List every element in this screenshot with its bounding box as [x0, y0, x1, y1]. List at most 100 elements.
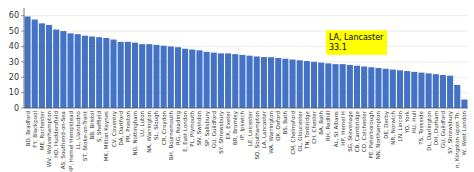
bar	[103, 38, 109, 108]
bar	[440, 75, 446, 108]
x-tick-label: BA, Bath	[318, 110, 324, 134]
x-tick-label: BB, Bristol	[89, 111, 95, 140]
bar	[153, 45, 159, 108]
x-tick-label: SY, Shrewsbury	[447, 110, 454, 153]
grid-line	[24, 108, 468, 109]
x-tick-label: AL, St Albans	[333, 111, 339, 147]
x-tick-label: LE, Leicester	[247, 110, 253, 146]
x-tick-label: RH, Redhill	[325, 111, 331, 141]
annotation-text: LA, Lancaster33.1	[329, 33, 384, 52]
y-axis: 0102030405060	[9, 11, 24, 112]
x-tick-label: HD, Huddersfield	[53, 111, 59, 158]
x-tick-label: TS, Teesside	[418, 110, 424, 145]
bar	[340, 64, 346, 108]
bar	[232, 54, 238, 108]
bar	[297, 60, 303, 108]
x-tick-label: CR, Croydon	[161, 110, 168, 145]
x-tick-label: BR, Bromley	[232, 110, 239, 145]
bar	[225, 53, 231, 108]
x-tick-label: OX, Oxford	[275, 111, 281, 141]
x-tick-label: CO, Colchester	[361, 110, 367, 152]
bar	[411, 72, 417, 108]
x-tick-label: MK, Milton Keynes	[103, 111, 110, 161]
bar	[25, 16, 31, 108]
x-tick-label: ST, Stoke-on-Trent	[82, 110, 88, 161]
x-tick-label: LA, Lancaster	[261, 110, 267, 148]
x-tick-label: LU, Luton	[139, 110, 145, 136]
bar	[168, 46, 174, 108]
x-tick-label: GL, Gloucester	[297, 110, 303, 151]
x-tick-label: BD, Bradford	[25, 111, 31, 146]
bar	[196, 50, 202, 108]
bar	[268, 57, 274, 108]
bars	[25, 16, 468, 108]
x-tick-label: YO, York	[404, 110, 410, 134]
y-tick-label: 50	[9, 27, 19, 36]
bar	[53, 30, 59, 108]
y-tick	[21, 108, 24, 109]
x-tick-label: SY, Shrewsbury	[218, 110, 225, 153]
bar	[110, 40, 116, 108]
x-tick-label: GU, Guildford	[211, 111, 217, 148]
chart-container: 0102030405060BD, BradfordFY, BlackpoolME…	[0, 0, 474, 172]
bar	[89, 36, 95, 108]
x-tick-label: PL, Plymouth	[189, 110, 196, 146]
bar	[46, 25, 52, 108]
bar	[261, 57, 267, 108]
x-tick-label: PE, Peterborough	[368, 110, 375, 158]
x-tick-label: HU, Hull	[411, 111, 417, 134]
y-tick	[21, 92, 24, 93]
y-tick	[21, 15, 24, 16]
y-tick-label: 40	[9, 42, 19, 51]
y-tick	[21, 46, 24, 47]
bar	[454, 85, 460, 108]
bar	[304, 61, 310, 108]
y-tick	[21, 77, 24, 78]
bar	[347, 65, 353, 108]
bar	[461, 100, 467, 108]
x-tick-label: EX, Exeter	[225, 110, 231, 139]
y-tick-label: 20	[9, 73, 19, 82]
bar	[325, 63, 331, 108]
x-axis-line	[24, 108, 468, 109]
bar	[204, 52, 210, 108]
bar	[418, 73, 424, 108]
x-tick-label: DA, Dartford	[118, 111, 124, 145]
x-tick-label: NG, Nottingham	[132, 111, 139, 155]
y-tick-label: 10	[9, 88, 19, 97]
x-tick-label: AS, Southend-on-Sea	[60, 111, 66, 169]
x-tick-label: SL, Slough	[153, 110, 160, 139]
bar	[125, 42, 131, 108]
bar	[118, 42, 124, 108]
bar	[332, 64, 338, 108]
x-tick-label: DH, Durham	[433, 111, 439, 145]
bar	[39, 23, 45, 108]
x-tick-label: ME, Rochester	[39, 110, 45, 150]
x-tick-label: SN, Swindon	[196, 110, 202, 145]
chart: 0102030405060BD, BradfordFY, BlackpoolME…	[0, 0, 474, 172]
x-tick-label: NA, Warrington	[146, 110, 153, 152]
x-tick-label: DL, Darlington	[426, 110, 433, 150]
grid	[24, 16, 468, 108]
bar	[433, 74, 439, 108]
bar	[68, 33, 74, 108]
bar	[275, 58, 281, 108]
x-tick-label: WV, Wolverhampton	[46, 110, 53, 167]
bar	[383, 69, 389, 108]
bar	[404, 71, 410, 108]
y-axis-line	[24, 8, 25, 108]
bar	[311, 62, 317, 108]
bar	[218, 53, 224, 108]
y-tick-label: 0	[14, 104, 19, 113]
y-tick-label: 30	[9, 58, 19, 67]
bar	[447, 76, 453, 108]
x-tick-label: CM, Chelmsford	[290, 111, 296, 155]
annotation: LA, Lancaster33.1	[326, 30, 387, 55]
bar	[254, 56, 260, 108]
bar	[247, 56, 253, 108]
bar	[390, 70, 396, 108]
x-tick-label: IP, Ipswich	[239, 110, 246, 139]
bar	[139, 44, 145, 108]
x-tick-label: LN, Lincoln	[397, 110, 403, 141]
bar	[146, 44, 152, 108]
